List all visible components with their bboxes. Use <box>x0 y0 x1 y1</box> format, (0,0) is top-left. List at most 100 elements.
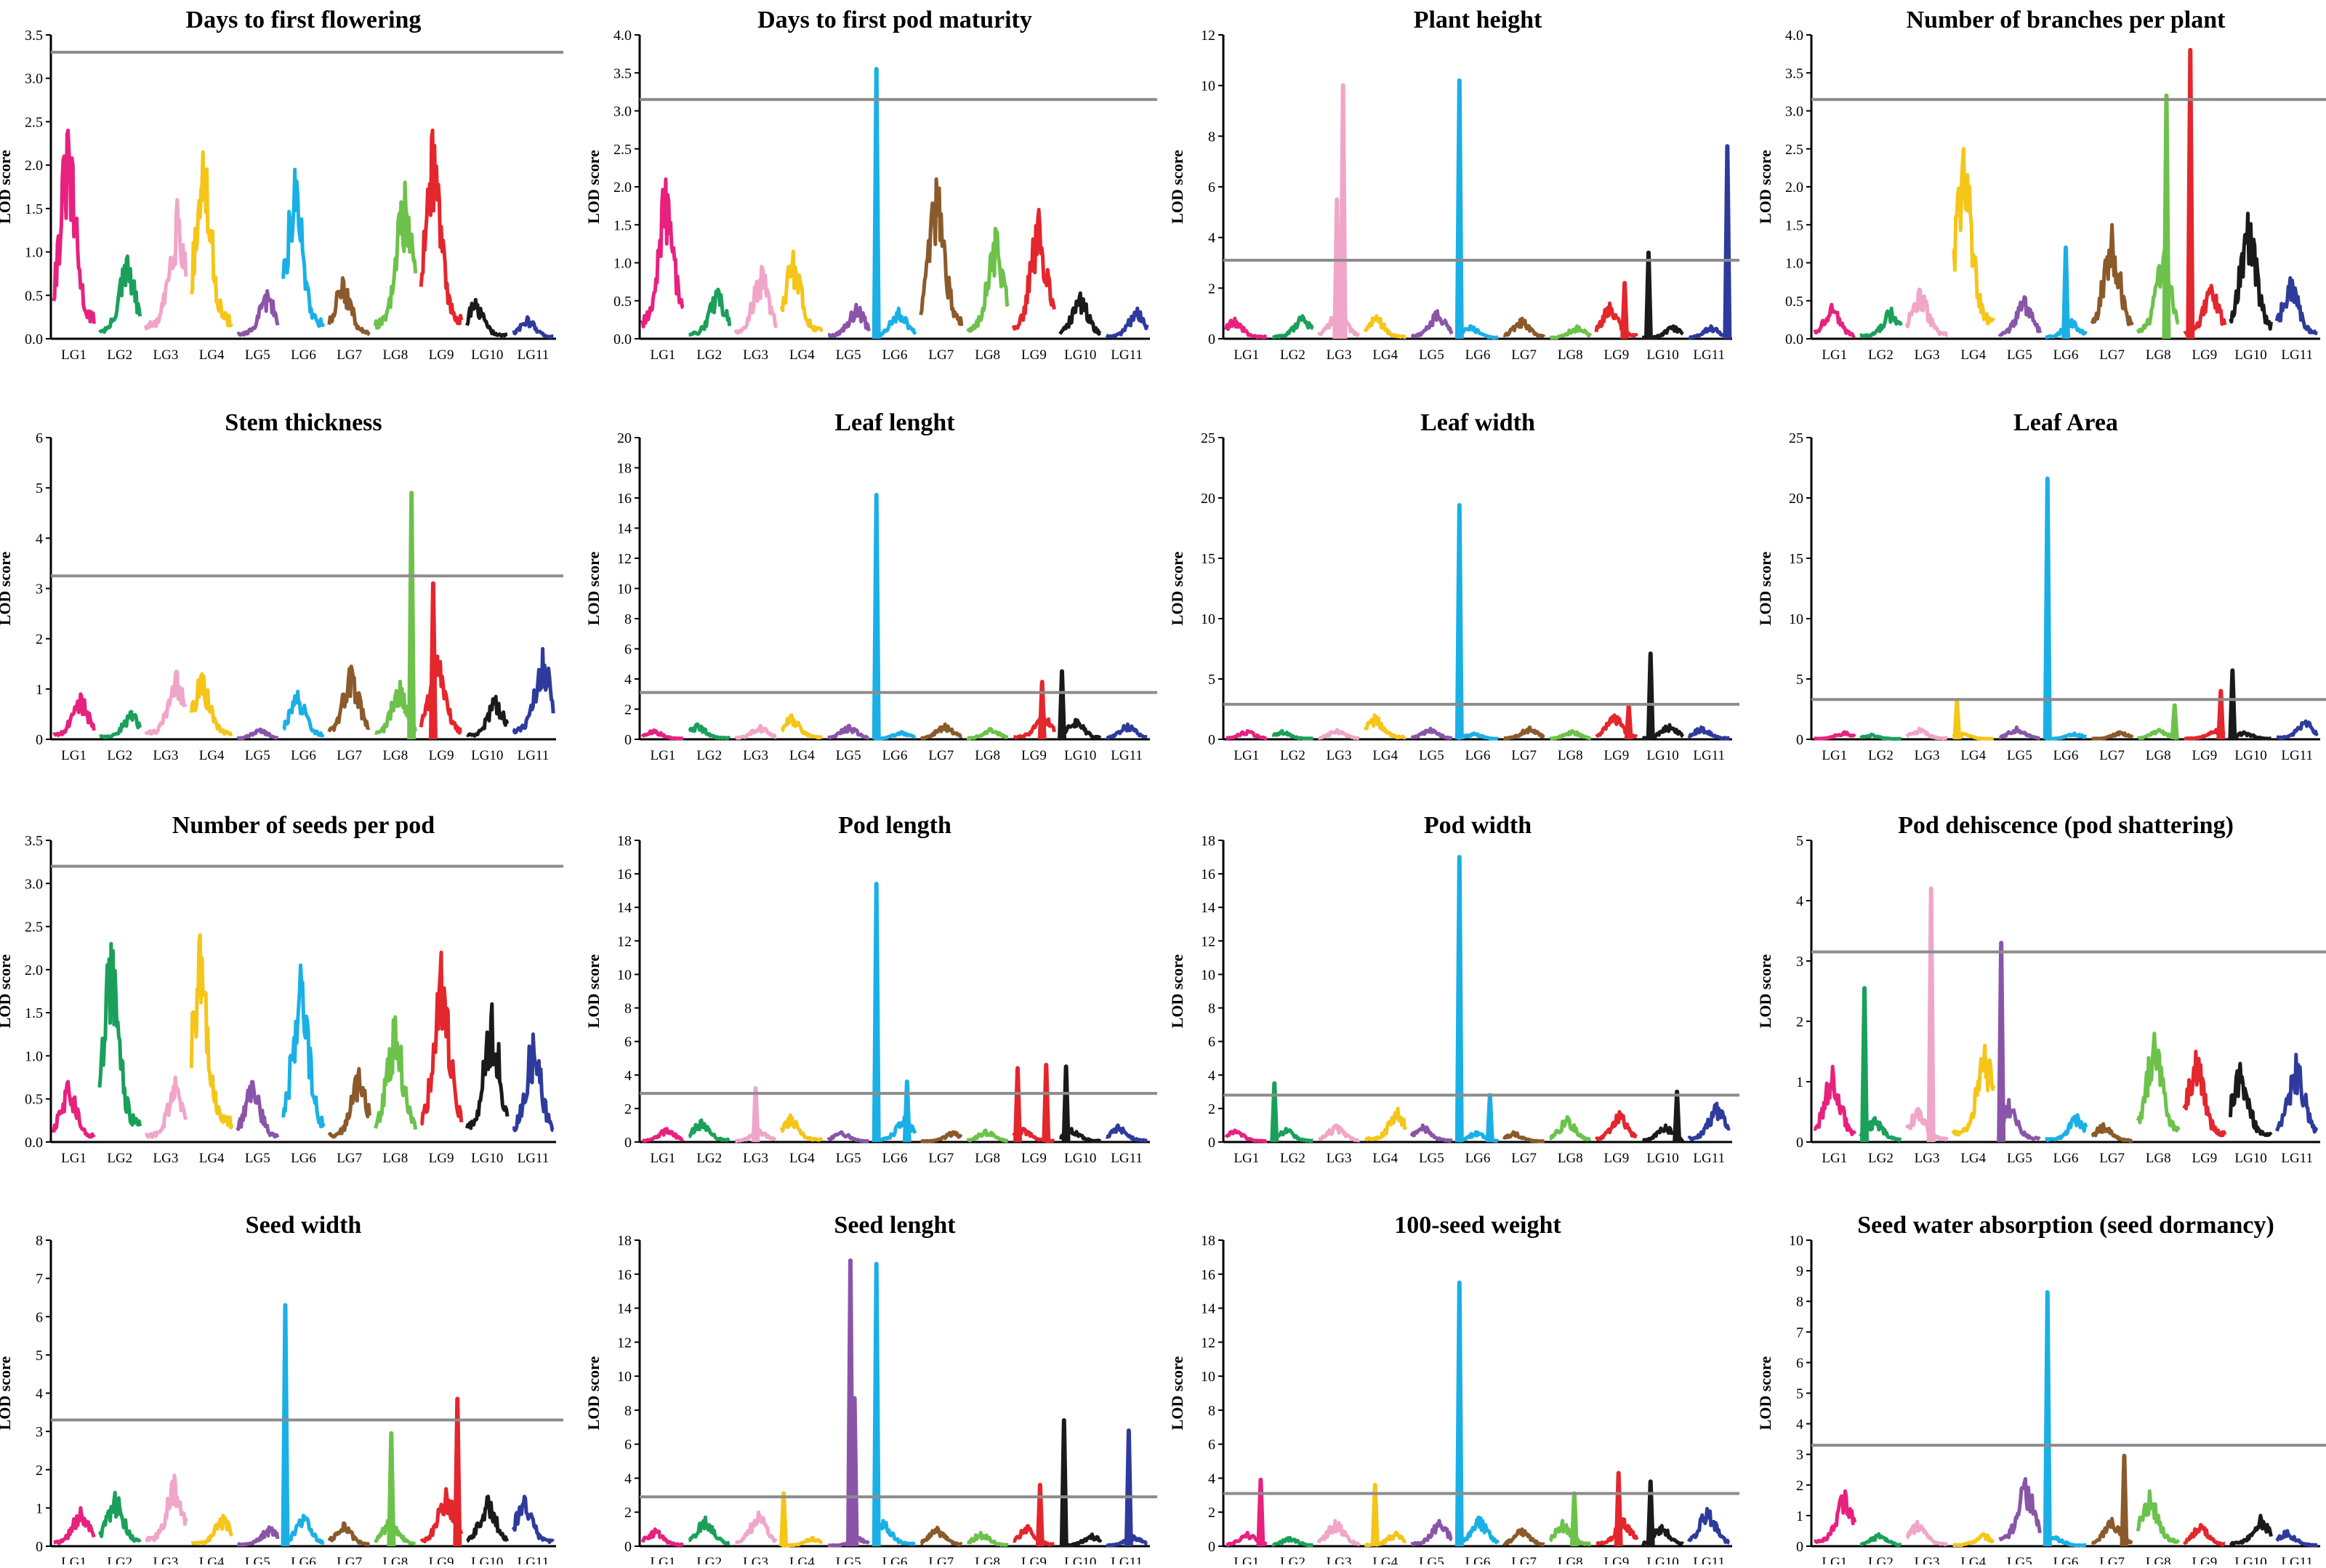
x-tick-label: LG2 <box>107 1151 132 1166</box>
y-tick-label: 2.5 <box>25 920 43 936</box>
lod-trace-lg6 <box>281 963 326 1129</box>
lod-panel: Pod dehiscence (pod shattering) LOD score… <box>1756 812 2326 1166</box>
y-tick-label: 2 <box>1796 1014 1803 1030</box>
lod-trace-lg9 <box>1013 712 1056 739</box>
x-tick-label: LG3 <box>1327 1555 1352 1564</box>
x-tick-label: LG9 <box>429 1555 454 1564</box>
lod-trace-lg2 <box>1859 306 1903 339</box>
y-tick-label: 0 <box>1796 1539 1803 1555</box>
lod-trace-lg11 <box>2274 276 2319 336</box>
y-tick-label: 6 <box>1208 180 1215 196</box>
lod-trace-lg3 <box>733 265 778 335</box>
lod-trace-lg1 <box>52 1079 96 1139</box>
x-tick-label: LG4 <box>1960 1151 1986 1166</box>
lod-trace-lg2 <box>98 254 142 334</box>
lod-trace-lg8 <box>373 180 418 330</box>
lod-trace-lg6 <box>1456 731 1500 741</box>
x-tick-label: LG1 <box>61 1151 86 1166</box>
x-tick-label: LG6 <box>882 347 908 363</box>
x-tick-label: LG6 <box>2053 347 2079 363</box>
x-tick-label: LG3 <box>1327 1151 1352 1166</box>
y-tick-label: 4 <box>624 1471 632 1487</box>
x-tick-label: LG6 <box>1465 748 1491 763</box>
x-tick-label: LG10 <box>1646 347 1678 363</box>
lod-peak <box>1338 83 1348 339</box>
panel-title: Number of branches per plant <box>1907 7 2226 33</box>
x-tick-label: LG2 <box>107 748 132 763</box>
x-tick-label: LG8 <box>2146 1151 2171 1166</box>
lod-trace-lg5 <box>1997 295 2042 337</box>
lod-trace-lg2 <box>1271 728 1314 741</box>
x-tick-label: LG3 <box>1915 748 1940 763</box>
lod-trace-lg9 <box>1011 207 1056 331</box>
y-tick-label: 16 <box>1201 1267 1215 1283</box>
lod-trace-lg4 <box>189 933 234 1130</box>
x-tick-label: LG8 <box>2146 1555 2171 1564</box>
x-tick-label: LG9 <box>1021 347 1047 363</box>
lod-trace-lg5 <box>1998 1476 2042 1542</box>
lod-peak <box>902 1079 912 1143</box>
x-tick-label: LG3 <box>1327 748 1352 763</box>
y-tick-label: 2 <box>36 1463 43 1479</box>
y-tick-label: 1.0 <box>1785 256 1803 272</box>
x-tick-label: LG5 <box>245 748 270 763</box>
x-tick-label: LG11 <box>1111 1555 1143 1564</box>
x-tick-label: LG8 <box>382 1555 408 1564</box>
lod-peak <box>1454 855 1464 1143</box>
y-tick-label: 1.5 <box>1785 217 1803 233</box>
x-tick-label: LG11 <box>1111 748 1143 763</box>
lod-trace-lg4 <box>189 150 234 328</box>
panel-title: Leaf width <box>1420 409 1535 436</box>
y-axis-label: LOD score <box>1168 551 1186 625</box>
y-tick-label: 9 <box>1796 1263 1803 1279</box>
lod-trace-lg7 <box>1502 1527 1545 1547</box>
x-tick-label: LG11 <box>2281 1555 2313 1564</box>
lod-peak <box>407 491 416 740</box>
y-tick-label: 5 <box>1796 833 1803 849</box>
y-tick-label: 0.0 <box>613 331 632 347</box>
y-tick-label: 6 <box>624 1437 632 1453</box>
lod-trace-lg1 <box>52 1505 96 1545</box>
y-tick-label: 2.0 <box>613 180 632 196</box>
y-tick-label: 2 <box>1208 281 1215 297</box>
x-tick-label: LG9 <box>1021 748 1047 763</box>
lod-trace-lg10 <box>466 694 510 738</box>
x-tick-label: LG11 <box>2281 748 2313 763</box>
lod-peak <box>1454 502 1464 740</box>
panel-title: Pod length <box>838 812 951 839</box>
lod-trace-lg3 <box>143 198 188 331</box>
y-tick-label: 4 <box>1796 1417 1803 1433</box>
lod-panel: Days to first flowering LOD score 0.0 0.5 1.… <box>0 7 563 363</box>
lod-trace-lg11 <box>2276 719 2319 740</box>
lod-trace-lg3 <box>144 1075 188 1139</box>
x-tick-label: LG4 <box>199 347 225 363</box>
lod-peak <box>1256 1477 1265 1547</box>
lod-trace-lg2 <box>688 287 732 337</box>
y-axis-label: LOD score <box>1756 954 1774 1028</box>
lod-trace-lg4 <box>1364 1106 1407 1142</box>
panel-title: Number of seeds per pod <box>172 812 435 839</box>
lod-trace-lg1 <box>1225 728 1268 741</box>
y-tick-label: 20 <box>1789 491 1803 507</box>
lod-trace-lg11 <box>512 647 555 735</box>
y-tick-label: 10 <box>1201 1369 1215 1385</box>
x-tick-label: LG1 <box>61 1555 86 1564</box>
y-tick-label: 10 <box>1789 1233 1803 1249</box>
lod-trace-lg7 <box>919 177 964 326</box>
y-tick-label: 4 <box>1208 230 1215 246</box>
y-tick-label: 6 <box>1796 1355 1803 1371</box>
y-tick-label: 0 <box>624 1539 632 1555</box>
lod-peak <box>453 1396 462 1547</box>
x-tick-label: LG11 <box>1693 1555 1725 1564</box>
y-tick-label: 0 <box>1796 1135 1803 1151</box>
lod-panel: Seed width LOD score 0 1 2 3 4 5 6 7 8 LG1 LG2 LG3 LG4… <box>0 1212 563 1568</box>
x-tick-label: LG3 <box>153 347 179 363</box>
x-tick-label: LG5 <box>1419 1555 1444 1564</box>
x-tick-label: LG4 <box>789 347 815 363</box>
lod-trace-lg5 <box>1410 309 1454 339</box>
lod-trace-lg2 <box>1859 732 1902 741</box>
y-tick-label: 16 <box>617 867 632 882</box>
lod-peak <box>2228 668 2237 740</box>
x-tick-label: LG10 <box>471 748 503 763</box>
